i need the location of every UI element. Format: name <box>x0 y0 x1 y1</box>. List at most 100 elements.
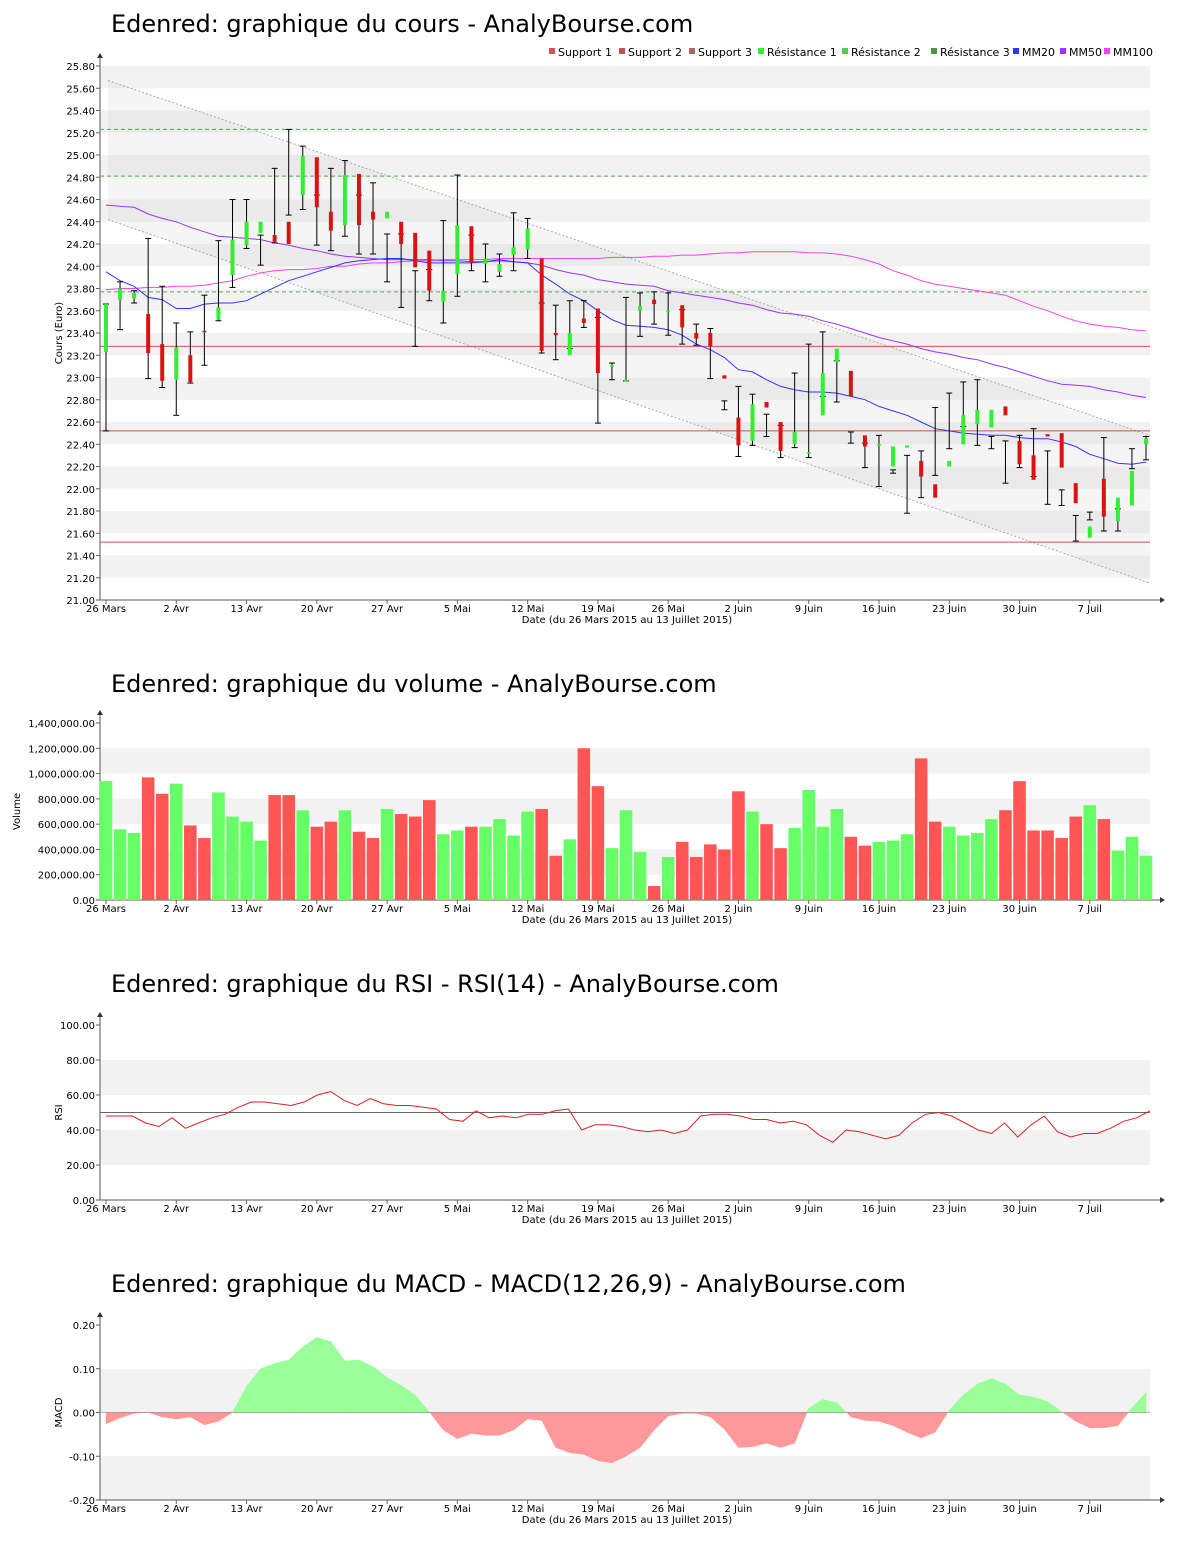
price-y-tick-label: 25.20 <box>66 129 95 140</box>
macd-x-tick-label: 16 Juin <box>862 1504 896 1515</box>
price-x-tick-label: 12 Mai <box>511 604 544 615</box>
macd-x-tick-label: 27 Avr <box>371 1504 404 1515</box>
macd-area-negative <box>204 1412 219 1426</box>
volume-y-tick-label: 1,400,000.00 <box>28 719 95 730</box>
volume-bar <box>254 840 267 900</box>
macd-area-negative <box>105 1412 121 1425</box>
candle-body <box>356 173 361 226</box>
rsi-x-tick-label: 26 Mars <box>86 1204 126 1215</box>
macd-x-axis-arrow <box>1160 1497 1165 1503</box>
macd-area-negative <box>906 1412 922 1439</box>
rsi-x-axis-label: Date (du 26 Mars 2015 au 13 Juillet 2015… <box>522 1215 733 1226</box>
volume-bar <box>914 758 928 900</box>
volume-bar <box>844 836 858 900</box>
volume-y-tick-label: 400,000.00 <box>38 845 95 856</box>
price-x-tick-label: 19 Mai <box>581 604 614 615</box>
candle-body <box>469 226 474 263</box>
rsi-x-tick-label: 19 Mai <box>581 1204 614 1215</box>
legend-swatch <box>619 48 625 54</box>
candle-body <box>1059 433 1064 468</box>
volume-bar <box>718 849 731 900</box>
macd-x-tick-label: 30 Juin <box>1002 1504 1036 1515</box>
volume-chart-title: Edenred: graphique du volume - AnalyBour… <box>111 670 717 698</box>
rsi-x-tick-label: 9 Juin <box>795 1204 823 1215</box>
price-x-axis-label: Date (du 26 Mars 2015 au 13 Juillet 2015… <box>522 615 733 626</box>
trend-channel <box>108 80 1150 584</box>
macd-panel: Edenred: graphique du MACD - MACD(12,26,… <box>0 1260 1200 1545</box>
macd-y-tick-label: 0.00 <box>73 1409 95 1420</box>
candle-body <box>792 432 797 445</box>
candle-body <box>118 288 123 300</box>
volume-bar <box>240 821 253 900</box>
macd-x-tick-label: 26 Mars <box>86 1504 126 1515</box>
volume-bar <box>788 827 801 900</box>
legend-swatch <box>931 48 937 54</box>
legend-label: MM100 <box>1113 46 1153 59</box>
candle-body <box>933 484 938 498</box>
candle-body <box>525 228 530 250</box>
candle-body <box>413 232 418 268</box>
price-band <box>100 466 1150 489</box>
volume-bar <box>1083 805 1097 900</box>
rsi-x-tick-label: 5 Mai <box>444 1204 471 1215</box>
candle-body <box>567 333 572 356</box>
price-x-tick-label: 26 Mai <box>651 604 684 615</box>
macd-area-negative <box>1089 1412 1105 1429</box>
volume-bar <box>352 831 366 900</box>
macd-area-positive <box>344 1359 360 1413</box>
volume-bar <box>310 826 324 900</box>
price-band <box>100 377 1150 400</box>
macd-area-positive <box>1019 1394 1034 1413</box>
volume-bar <box>141 777 155 900</box>
candle-body <box>539 258 544 351</box>
rsi-x-tick-label: 7 Juil <box>1078 1204 1102 1215</box>
macd-x-tick-label: 23 Juin <box>932 1504 966 1515</box>
volume-bar <box>900 834 914 900</box>
volume-x-tick-label: 5 Mai <box>444 904 471 915</box>
candle-body <box>188 355 193 382</box>
candle-body <box>174 347 179 380</box>
volume-bar <box>169 783 183 900</box>
price-y-tick-label: 23.00 <box>66 374 95 385</box>
volume-bar <box>268 795 281 900</box>
macd-area-negative <box>161 1412 177 1420</box>
rsi-line <box>106 1090 1151 1143</box>
candle-body <box>230 239 235 276</box>
macd-area-negative <box>190 1412 205 1426</box>
macd-area-negative <box>1103 1412 1119 1429</box>
volume-band <box>100 748 1150 774</box>
price-x-tick-label: 7 Juil <box>1078 604 1102 615</box>
volume-bar <box>324 821 338 900</box>
rsi-band <box>100 1060 1150 1095</box>
candle-body <box>511 247 516 256</box>
candle-body <box>160 344 165 381</box>
price-x-tick-label: 27 Avr <box>371 604 404 615</box>
volume-x-tick-label: 12 Mai <box>511 904 544 915</box>
price-y-axis-arrow <box>97 53 103 58</box>
price-y-tick-label: 24.60 <box>66 196 95 207</box>
mm50-line <box>105 204 1147 398</box>
volume-bar <box>338 810 352 900</box>
volume-bar <box>886 840 900 900</box>
rsi-y-tick-label: 40.00 <box>66 1126 95 1137</box>
macd-area-negative <box>527 1412 542 1421</box>
macd-area-negative <box>583 1412 599 1462</box>
macd-x-tick-label: 7 Juil <box>1078 1504 1102 1515</box>
candle-body <box>427 250 432 291</box>
candle-body <box>848 370 853 397</box>
macd-area-negative <box>176 1412 191 1420</box>
volume-y-axis-arrow <box>97 710 103 715</box>
volume-bar <box>704 844 717 900</box>
candle-body <box>483 258 488 265</box>
candle-body <box>652 299 657 305</box>
macd-area-positive <box>274 1359 289 1413</box>
price-y-tick-label: 25.40 <box>66 107 95 118</box>
price-band <box>100 555 1150 578</box>
volume-bar <box>591 786 605 900</box>
macd-area-negative <box>696 1412 711 1418</box>
macd-x-tick-label: 20 Avr <box>301 1504 334 1515</box>
price-y-tick-label: 22.40 <box>66 440 95 451</box>
candle-body <box>1003 406 1008 416</box>
macd-area-negative <box>780 1412 795 1448</box>
volume-bar <box>633 851 647 900</box>
